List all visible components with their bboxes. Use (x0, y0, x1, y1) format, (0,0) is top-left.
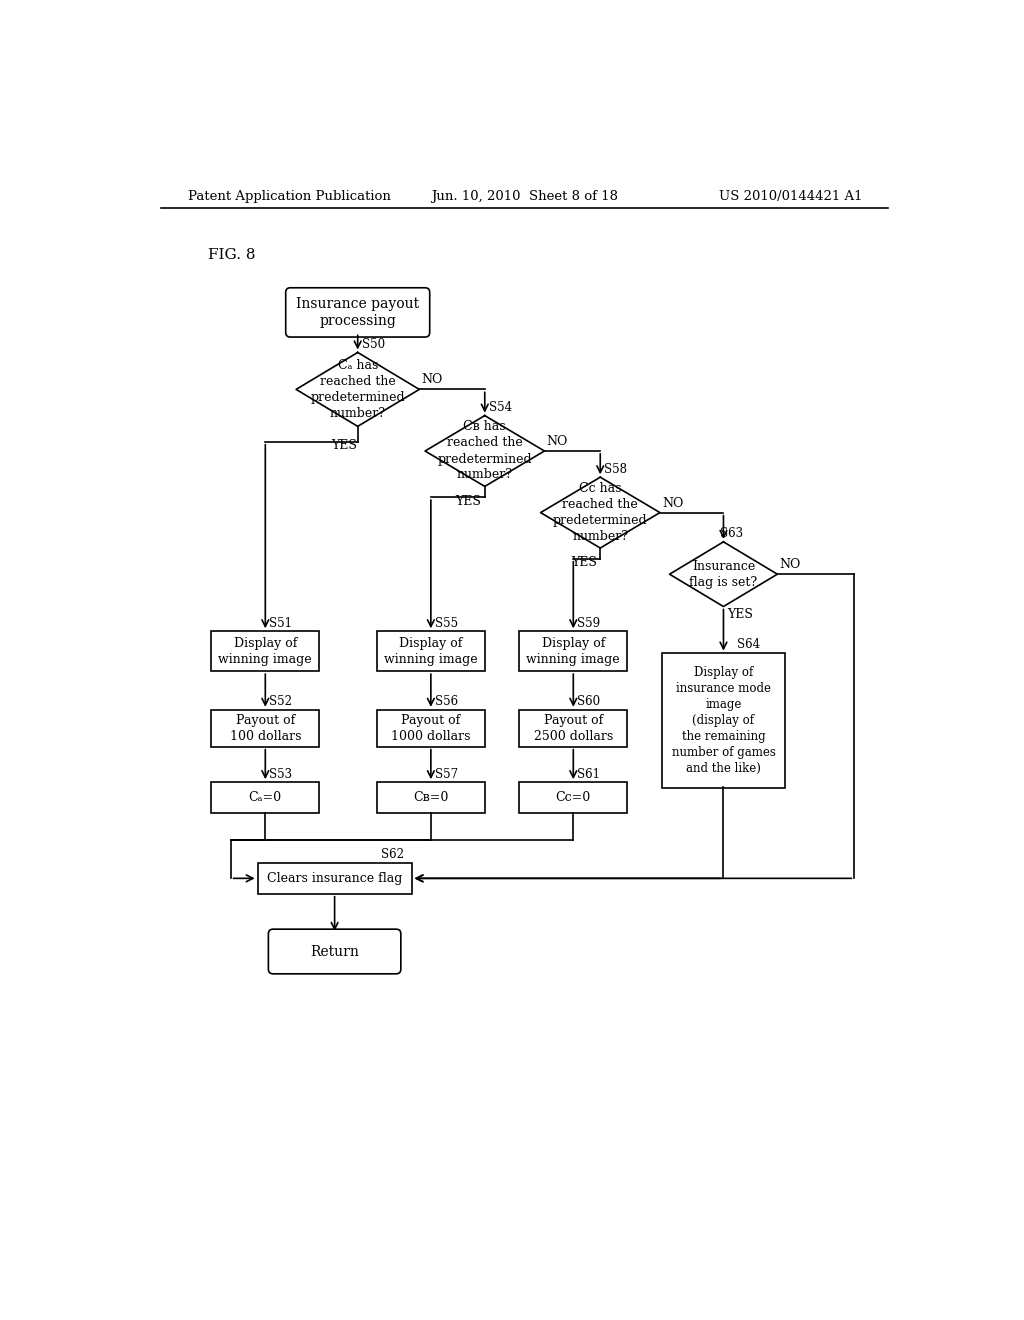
Text: NO: NO (422, 374, 443, 387)
Bar (211, 781, 319, 813)
Text: Display of
winning image: Display of winning image (218, 636, 312, 665)
Text: S61: S61 (578, 767, 600, 780)
Bar (211, 631, 319, 671)
Text: S56: S56 (435, 696, 458, 708)
Text: NO: NO (547, 434, 567, 447)
Text: S54: S54 (488, 401, 512, 414)
Bar (519, 710, 628, 747)
Text: Payout of
1000 dollars: Payout of 1000 dollars (391, 714, 471, 743)
Text: Clears insurance flag: Clears insurance flag (267, 871, 402, 884)
Text: YES: YES (727, 609, 754, 622)
Text: FIG. 8: FIG. 8 (208, 248, 255, 261)
Text: Display of
winning image: Display of winning image (384, 636, 477, 665)
Text: Cʙ has
reached the
predetermined
number?: Cʙ has reached the predetermined number? (437, 421, 532, 482)
Bar (377, 710, 484, 747)
Bar (258, 863, 412, 894)
Polygon shape (541, 478, 659, 548)
Text: S62: S62 (381, 849, 403, 862)
Text: Return: Return (310, 945, 359, 958)
Text: YES: YES (456, 495, 481, 508)
Text: S64: S64 (737, 638, 761, 651)
Text: S50: S50 (361, 338, 385, 351)
Text: Jun. 10, 2010  Sheet 8 of 18: Jun. 10, 2010 Sheet 8 of 18 (431, 190, 618, 203)
Bar (662, 653, 785, 788)
Text: US 2010/0144421 A1: US 2010/0144421 A1 (719, 190, 862, 203)
Text: Cʙ=0: Cʙ=0 (413, 791, 449, 804)
Text: Cc has
reached the
predetermined
number?: Cc has reached the predetermined number? (553, 482, 647, 543)
Text: Cₐ=0: Cₐ=0 (249, 791, 282, 804)
Text: NO: NO (779, 558, 801, 572)
Text: S57: S57 (435, 767, 458, 780)
FancyBboxPatch shape (286, 288, 430, 337)
Text: S53: S53 (269, 767, 292, 780)
Text: Payout of
2500 dollars: Payout of 2500 dollars (534, 714, 613, 743)
Text: S55: S55 (435, 616, 458, 630)
Text: Insurance payout
processing: Insurance payout processing (296, 297, 419, 329)
Polygon shape (425, 416, 545, 487)
Text: Payout of
100 dollars: Payout of 100 dollars (229, 714, 301, 743)
Text: Display of
insurance mode
image
(display of
the remaining
number of games
and th: Display of insurance mode image (display… (672, 667, 775, 775)
Text: Cc=0: Cc=0 (556, 791, 591, 804)
Text: S59: S59 (578, 616, 600, 630)
Text: Cₐ has
reached the
predetermined
number?: Cₐ has reached the predetermined number? (310, 359, 406, 420)
Text: Insurance
flag is set?: Insurance flag is set? (689, 560, 758, 589)
Text: S51: S51 (269, 616, 292, 630)
Polygon shape (670, 543, 777, 607)
Text: S63: S63 (720, 527, 742, 540)
Bar (377, 781, 484, 813)
Polygon shape (296, 352, 419, 426)
FancyBboxPatch shape (268, 929, 400, 974)
Text: S58: S58 (604, 462, 627, 475)
Bar (377, 631, 484, 671)
Text: YES: YES (331, 440, 356, 453)
Bar (519, 781, 628, 813)
Bar (519, 631, 628, 671)
Text: S60: S60 (578, 696, 600, 708)
Text: NO: NO (662, 496, 683, 510)
Bar (211, 710, 319, 747)
Text: S52: S52 (269, 696, 292, 708)
Text: Patent Application Publication: Patent Application Publication (188, 190, 391, 203)
Text: Display of
winning image: Display of winning image (526, 636, 621, 665)
Text: YES: YES (571, 557, 597, 569)
